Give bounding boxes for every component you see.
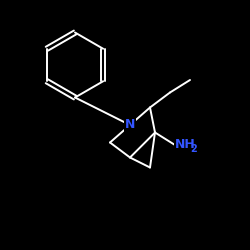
Text: NH: NH bbox=[175, 138, 196, 151]
Text: N: N bbox=[125, 118, 135, 132]
Text: 2: 2 bbox=[190, 144, 197, 154]
